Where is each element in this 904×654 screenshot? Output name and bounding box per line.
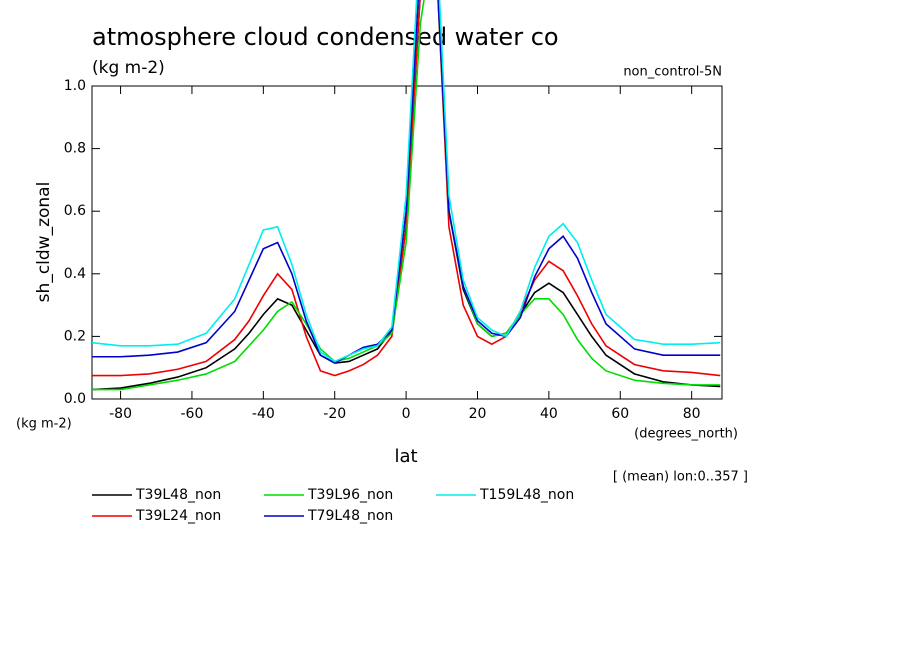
series-line (92, 0, 721, 391)
chart-subtitle: (kg m-2) (92, 58, 165, 78)
plot-frame (91, 85, 723, 400)
y-tick-label: 0.8 (64, 141, 86, 157)
series-line (92, 0, 721, 377)
y-axis-label: sh_cldw_zonal (34, 182, 54, 303)
legend-label: T39L48_non (135, 487, 221, 503)
legend-label: T79L48_non (307, 508, 393, 524)
legend-label: T39L24_non (135, 508, 221, 524)
y-axis-units: (kg m-2) (16, 417, 72, 432)
y-tick-label: 0.4 (64, 266, 86, 282)
legend-label: T39L96_non (307, 487, 393, 503)
x-tick-label: 60 (611, 406, 629, 422)
x-tick-label: 80 (683, 406, 701, 422)
x-tick-label: 40 (540, 406, 558, 422)
chart-title: atmosphere cloud condensed water co (92, 23, 559, 51)
y-tick-label: 0.2 (64, 328, 86, 344)
x-tick-label: -40 (252, 406, 275, 422)
y-tick-label: 0.6 (64, 203, 86, 219)
x-tick-label: 20 (469, 406, 487, 422)
x-axis-label: lat (394, 446, 417, 467)
x-tick-label: 0 (402, 406, 411, 422)
series-line (92, 0, 721, 363)
x-tick-label: -60 (181, 406, 204, 422)
x-axis-units: (degrees_north) (634, 427, 738, 442)
note: [ (mean) lon:0..357 ] (613, 470, 748, 485)
annotation: non_control-5N (623, 65, 722, 80)
legend-label: T159L48_non (479, 487, 574, 503)
y-tick-label: 1.0 (64, 78, 86, 94)
x-tick-label: -20 (323, 406, 346, 422)
x-tick-label: -80 (109, 406, 132, 422)
y-tick-label: 0.0 (64, 391, 86, 407)
plot-lines (92, 0, 721, 391)
series-line (92, 0, 721, 364)
